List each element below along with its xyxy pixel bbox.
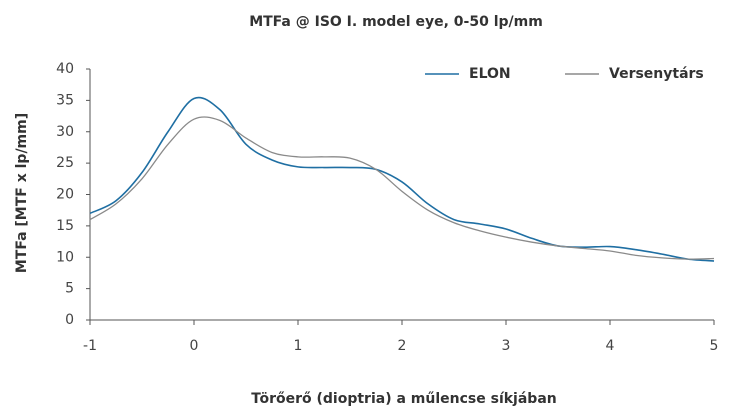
series-line: [89, 96, 715, 262]
series-line: [89, 116, 715, 260]
legend-label: Versenytárs: [609, 66, 704, 82]
x-tick-label: 0: [190, 338, 199, 354]
x-tick-label: 3: [502, 338, 511, 354]
x-tick-label: 2: [398, 338, 407, 354]
y-tick-label: 5: [65, 281, 74, 297]
y-tick-label: 20: [56, 187, 74, 203]
y-tick-label: 25: [56, 155, 74, 171]
x-tick-label: 1: [294, 338, 303, 354]
y-tick-label: 40: [56, 61, 74, 77]
x-tick-label: 5: [710, 338, 719, 354]
y-tick-label: 35: [56, 92, 74, 108]
y-tick-label: 30: [56, 124, 74, 140]
y-tick-label: 10: [56, 249, 74, 265]
y-tick-label: 0: [65, 312, 74, 328]
x-tick-label: -1: [83, 338, 97, 354]
y-tick-label: 15: [56, 218, 74, 234]
legend-label: ELON: [469, 66, 511, 82]
y-axis-label: MTFa [MTF x lp/mm]: [14, 113, 30, 273]
x-tick-label: 4: [606, 338, 615, 354]
x-axis-label: Törőerő (dioptria) a műlencse síkjában: [251, 391, 557, 407]
chart-title: MTFa @ ISO I. model eye, 0-50 lp/mm: [249, 14, 543, 30]
